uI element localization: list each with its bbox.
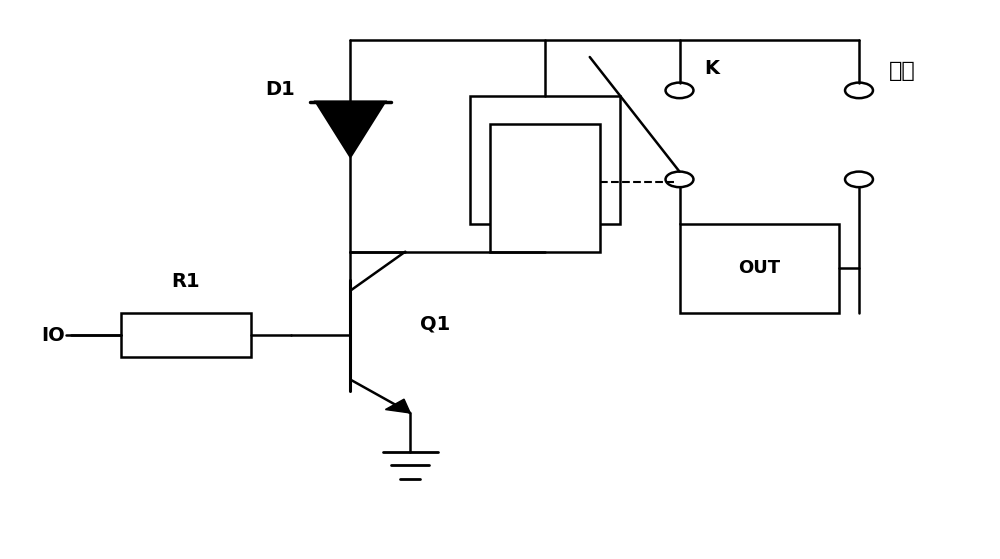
Bar <box>490 124 600 252</box>
Text: OUT: OUT <box>738 259 780 277</box>
Text: Q1: Q1 <box>420 315 450 334</box>
Text: K: K <box>704 59 719 78</box>
Polygon shape <box>316 102 385 157</box>
Bar <box>680 224 839 313</box>
Polygon shape <box>385 399 410 413</box>
Text: 负载: 负载 <box>889 61 916 81</box>
Bar <box>470 96 620 224</box>
Bar <box>121 313 251 357</box>
Text: IO: IO <box>41 326 65 344</box>
Text: D1: D1 <box>266 80 295 99</box>
Text: R1: R1 <box>172 272 200 291</box>
